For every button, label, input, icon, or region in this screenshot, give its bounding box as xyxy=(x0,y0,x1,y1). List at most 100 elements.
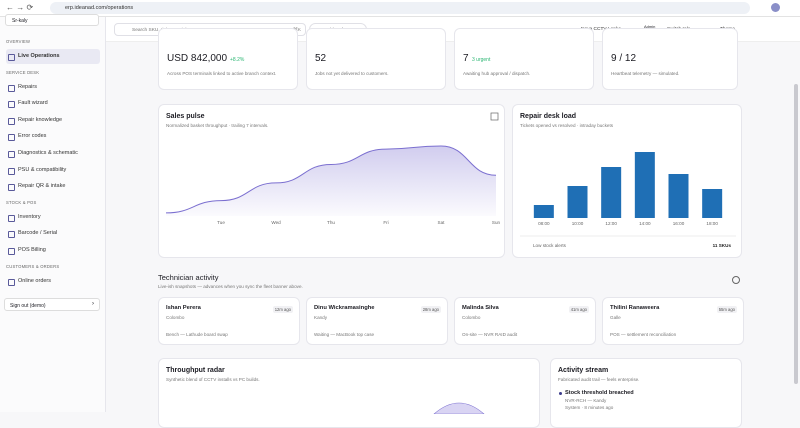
tech-card[interactable]: Dinu Wickramasinghe 28m ago Kandy Waiting —… xyxy=(306,297,448,345)
activity-detail: NVR-RCH — Kandy xyxy=(565,398,607,403)
x-tick-label: 18:00 xyxy=(706,221,718,226)
footer-value: 11 SKUs xyxy=(713,243,732,248)
tech-time: 28m ago xyxy=(420,306,441,313)
stat-card: 52 Jobs not yet delivered to customers. xyxy=(306,28,446,90)
tech-card[interactable]: Ishan Perera 12m ago Colombo Bench — Lathud… xyxy=(158,297,300,345)
nav-item[interactable]: Repairs xyxy=(6,80,100,95)
bar xyxy=(533,205,554,218)
radar-card: Throughput radar Synthetic blend of CCTV… xyxy=(158,358,540,428)
x-tick-label: Thu xyxy=(327,220,335,225)
url-box[interactable] xyxy=(50,2,750,14)
chart-subtitle: Tickets opened vs resolved · intraday bu… xyxy=(520,123,614,128)
x-tick-label: Sun xyxy=(492,220,501,225)
stat-note: Across POS terminals linked to active br… xyxy=(167,71,277,76)
bar xyxy=(601,167,622,218)
scrollbar[interactable] xyxy=(794,84,798,384)
footer-label: Low stock alerts xyxy=(533,243,567,248)
tech-title: Technician activity xyxy=(158,273,219,282)
tech-name: Malinda Silva xyxy=(462,305,499,311)
tech-city: Colombo xyxy=(462,315,481,320)
tech-card[interactable]: Malinda Silva 41m ago Colombo On-site — NVR… xyxy=(454,297,596,345)
nav-buttons[interactable]: ← → ⟳ xyxy=(6,3,34,12)
chart-plot: Tue Wed Thu Fri Sat Sun xyxy=(165,112,501,225)
activity-card: Activity stream Fabricated audit trail —… xyxy=(550,358,742,428)
x-tick-label: Tue xyxy=(217,220,225,225)
url: erp.ideanad.com/operations xyxy=(65,5,134,11)
nav-item[interactable]: Live Operations xyxy=(6,49,100,64)
nav-section: CUSTOMERS & ORDERS xyxy=(6,263,60,269)
chart-card: Repair desk load Tickets opened vs resolv… xyxy=(512,104,742,258)
nav-section: STOCK & POS xyxy=(6,199,37,205)
stat-note: Awaiting hub approval / dispatch. xyxy=(463,71,531,76)
tech-status: On-site — NVR RAID audit xyxy=(462,332,518,337)
tech-city: Colombo xyxy=(166,315,185,320)
chart-title: Repair desk load xyxy=(520,113,577,120)
bar xyxy=(567,186,588,218)
people-icon[interactable] xyxy=(732,276,740,284)
nav-item[interactable]: Barcode / Serial xyxy=(6,226,100,241)
bar xyxy=(668,174,689,218)
tech-card[interactable]: Thilini Ranaweera 55m ago Galle POS — settl… xyxy=(602,297,744,345)
nav-item[interactable]: Error codes xyxy=(6,129,100,144)
x-tick-label: 12:00 xyxy=(605,221,617,226)
stat-card: USD 842,000 +8.2% Across POS terminals lin… xyxy=(158,28,298,90)
browser-bar: ← → ⟳ erp.ideanad.com/operations xyxy=(0,0,800,17)
bar xyxy=(634,152,655,218)
tech-name: Thilini Ranaweera xyxy=(610,305,660,311)
signout-label: Sign out (demo) xyxy=(10,302,46,309)
x-tick-label: Fri xyxy=(383,220,388,225)
chart-icon xyxy=(490,112,499,121)
chart-card: Sales pulse Normalized basket throughput … xyxy=(158,104,505,258)
x-tick-label: 14:00 xyxy=(639,221,651,226)
activity-title: Stock threshold breached xyxy=(565,390,634,396)
tech-time: 12m ago xyxy=(272,306,293,313)
nav-item[interactable]: POS Billing xyxy=(6,243,100,258)
stat-value: USD 842,000 xyxy=(167,53,228,64)
activity-title: Activity stream xyxy=(558,367,609,374)
radar-title: Throughput radar xyxy=(166,367,225,374)
tech-name: Ishan Perera xyxy=(166,305,201,311)
x-tick-label: 08:00 xyxy=(538,221,550,226)
org-select[interactable]: Sr-kaly xyxy=(5,14,99,26)
stat-value: 52 xyxy=(315,53,327,64)
nav-item[interactable]: Fault wizard xyxy=(6,96,100,111)
nav-item[interactable]: Diagnostics & schematic xyxy=(6,146,100,161)
stat-note: Jobs not yet delivered to customers. xyxy=(315,71,389,76)
avatar[interactable] xyxy=(771,3,780,12)
radar-shape xyxy=(433,402,485,414)
tech-time: 41m ago xyxy=(568,306,589,313)
org-label: Nova CCTV Lanka xyxy=(581,27,621,32)
nav-section: OVERVIEW xyxy=(6,39,31,44)
radar-subtitle: Synthetic blend of CCTV installs vs PC b… xyxy=(166,377,260,382)
chart-title: Sales pulse xyxy=(166,113,205,120)
nav-item[interactable]: Online orders xyxy=(6,274,100,289)
tech-time: 55m ago xyxy=(716,306,737,313)
signout[interactable]: Sign out (demo) › xyxy=(4,298,100,311)
tech-subtitle: Live-ish snapshots — advances when you s… xyxy=(158,284,303,289)
org-name: Sr-kaly xyxy=(12,18,28,24)
nav-item[interactable]: PSU & compatibility xyxy=(6,163,100,178)
stat-badge: +8.2% xyxy=(230,57,245,63)
area-fill xyxy=(166,146,496,216)
sidebar: Sr-kaly OVERVIEW Live Operations SERVICE D… xyxy=(0,14,106,412)
role: Admin xyxy=(644,24,656,29)
activity-dot xyxy=(559,392,562,395)
x-tick-label: Wed xyxy=(271,220,281,225)
x-tick-label: 16:00 xyxy=(673,221,685,226)
tech-name: Dinu Wickramasinghe xyxy=(314,305,375,311)
x-tick-label: Sat xyxy=(438,220,446,225)
stat-badge: 3 urgent xyxy=(472,57,491,63)
area-line xyxy=(165,145,497,214)
activity-meta: System · 8 minutes ago xyxy=(565,405,614,410)
nav-list: OVERVIEW Live Operations SERVICE DESK Repai… xyxy=(0,39,106,296)
tech-city: Galle xyxy=(610,315,621,320)
nav-item[interactable]: Repair QR & intake xyxy=(6,179,100,194)
tech-status: Bench — Lathude board swap xyxy=(166,332,228,337)
nav-item[interactable]: Repair knowledge xyxy=(6,113,100,128)
chart-plot: 08:00 10:00 12:00 14:00 16:00 18:00 Low stock … xyxy=(520,152,736,248)
tech-status: Waiting — MacBook top case xyxy=(314,332,375,337)
nav-item[interactable]: Inventory xyxy=(6,210,100,225)
tech-city: Kandy xyxy=(314,315,328,320)
stat-note: Heartbeat telemetry — simulated. xyxy=(611,71,680,76)
